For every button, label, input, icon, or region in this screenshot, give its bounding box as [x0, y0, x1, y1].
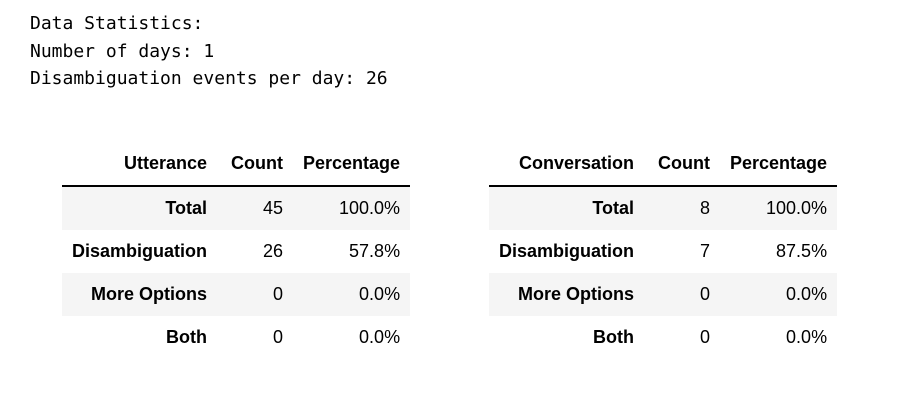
row-label: Disambiguation — [72, 241, 208, 261]
count-cell: 0 — [700, 327, 711, 347]
column-header-utterance: Utterance — [62, 142, 218, 187]
table-row: More Options 0 0.0% — [62, 273, 411, 316]
count-cell: 45 — [262, 198, 284, 218]
table-header-row: Conversation Count Percentage — [489, 142, 838, 187]
events-per-day: Disambiguation events per day: 26 — [30, 68, 388, 89]
row-label: Total — [165, 198, 208, 218]
count-cell: 8 — [700, 198, 711, 218]
column-header-count: Count — [644, 142, 721, 187]
count-cell: 0 — [700, 284, 711, 304]
row-label: Both — [166, 327, 208, 347]
table-row: Total 8 100.0% — [489, 186, 838, 230]
row-label: More Options — [91, 284, 208, 304]
table-row: Both 0 0.0% — [489, 316, 837, 359]
percentage-cell: 0.0% — [359, 327, 401, 347]
percentage-cell: 87.5% — [776, 241, 828, 261]
utterance-table: Utterance Count Percentage Total 45 100.… — [62, 142, 411, 359]
count-cell: 7 — [700, 241, 711, 261]
row-label: More Options — [518, 284, 635, 304]
column-header-conversation: Conversation — [489, 142, 645, 187]
column-header-percentage: Percentage — [720, 142, 838, 187]
conversation-table: Conversation Count Percentage Total 8 10… — [489, 142, 838, 359]
table-row: Total 45 100.0% — [62, 186, 411, 230]
percentage-cell: 100.0% — [339, 198, 401, 218]
percentage-cell: 0.0% — [786, 284, 828, 304]
count-cell: 0 — [273, 284, 284, 304]
stats-heading: Data Statistics: — [30, 13, 204, 34]
column-header-percentage: Percentage — [293, 142, 411, 187]
percentage-cell: 57.8% — [349, 241, 401, 261]
percentage-cell: 0.0% — [359, 284, 401, 304]
percentage-cell: 100.0% — [766, 198, 828, 218]
table-row: Disambiguation 26 57.8% — [62, 230, 410, 273]
table-header-row: Utterance Count Percentage — [62, 142, 411, 187]
table-row: Both 0 0.0% — [62, 316, 410, 359]
row-label: Total — [592, 198, 635, 218]
row-label: Disambiguation — [499, 241, 635, 261]
row-label: Both — [593, 327, 635, 347]
table-row: More Options 0 0.0% — [489, 273, 838, 316]
count-cell: 0 — [273, 327, 284, 347]
number-of-days: Number of days: 1 — [30, 40, 215, 62]
count-cell: 26 — [262, 241, 284, 261]
percentage-cell: 0.0% — [786, 327, 828, 347]
output-text: Data Statistics: Number of days: 1 Disambi… — [30, 10, 388, 93]
column-header-count: Count — [217, 142, 294, 187]
table-row: Disambiguation 7 87.5% — [489, 230, 837, 273]
